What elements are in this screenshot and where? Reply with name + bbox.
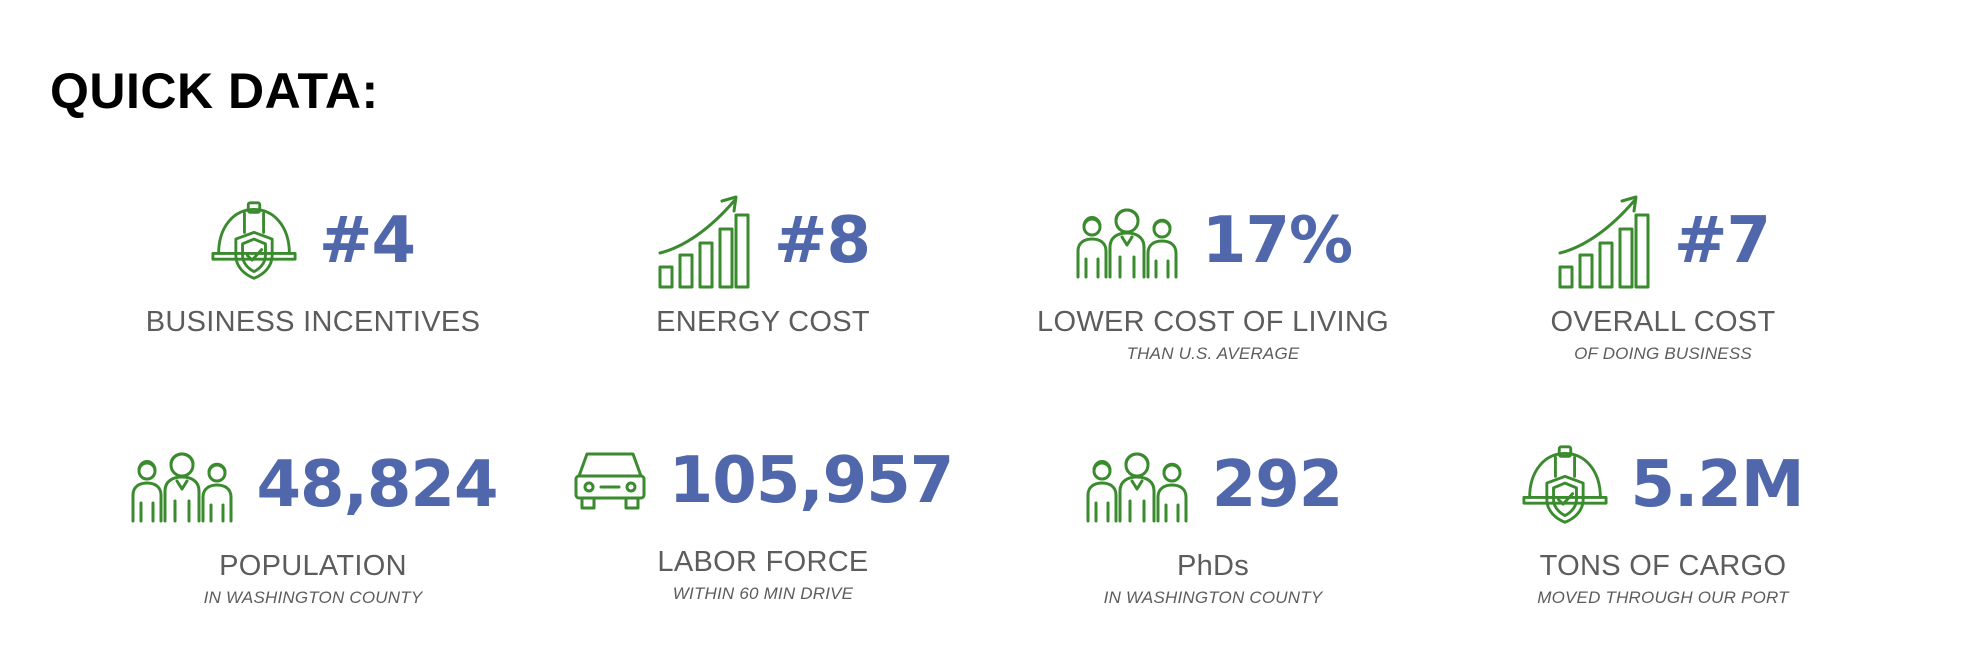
stat-energy-cost: #8 ENERGY COST xyxy=(553,186,973,337)
stat-sublabel: IN WASHINGTON COUNTY xyxy=(1103,588,1323,607)
stat-value: #7 xyxy=(1673,204,1771,278)
stat-label: LABOR FORCE xyxy=(657,546,869,578)
stat-value: 105,957 xyxy=(668,444,954,518)
stat-label: PhDs xyxy=(1176,550,1250,582)
stat-phds: 292 PhDs IN WASHINGTON COUNTY xyxy=(1003,430,1423,606)
growth-chart-icon xyxy=(658,195,750,289)
stat-label: OVERALL COST xyxy=(1550,306,1776,338)
stat-sublabel: IN WASHINGTON COUNTY xyxy=(203,588,423,607)
stat-label: ENERGY COST xyxy=(656,306,870,338)
stat-value: #4 xyxy=(318,204,416,278)
stat-sublabel: OF DOING BUSINESS xyxy=(1574,344,1752,363)
stat-value: 292 xyxy=(1211,448,1344,522)
stat-value: 5.2M xyxy=(1630,448,1804,522)
people-icon xyxy=(1086,452,1188,523)
stat-label: BUSINESS INCENTIVES xyxy=(145,306,481,338)
stat-tons-of-cargo: 5.2M TONS OF CARGO MOVED THROUGH OUR POR… xyxy=(1453,430,1873,606)
growth-chart-icon xyxy=(1558,195,1650,289)
car-icon xyxy=(574,452,646,510)
page-title: QUICK DATA: xyxy=(50,63,379,119)
helmet-shield-icon xyxy=(211,201,297,280)
stat-value: 48,824 xyxy=(256,448,499,522)
stat-label: TONS OF CARGO xyxy=(1539,550,1787,582)
stat-sublabel: MOVED THROUGH OUR PORT xyxy=(1537,588,1789,607)
people-icon xyxy=(131,452,233,523)
stat-value: 17% xyxy=(1201,204,1353,278)
stat-label: LOWER COST OF LIVING xyxy=(1037,306,1389,338)
stat-business-incentives: #4 BUSINESS INCENTIVES xyxy=(103,186,523,337)
stat-sublabel: WITHIN 60 MIN DRIVE xyxy=(672,584,854,603)
stat-cost-of-living: 17% LOWER COST OF LIVING THAN U.S. AVERA… xyxy=(1003,186,1423,362)
stat-sublabel: THAN U.S. AVERAGE xyxy=(1126,344,1300,363)
stat-labor-force: 105,957 LABOR FORCE WITHIN 60 MIN DRIVE xyxy=(553,426,973,602)
stat-overall-cost: #7 OVERALL COST OF DOING BUSINESS xyxy=(1453,186,1873,362)
stat-label: POPULATION xyxy=(219,550,407,582)
stat-value: #8 xyxy=(773,204,871,278)
people-icon xyxy=(1076,208,1178,279)
helmet-shield-icon xyxy=(1522,445,1608,524)
stat-population: 48,824 POPULATION IN WASHINGTON COUNTY xyxy=(103,430,523,606)
